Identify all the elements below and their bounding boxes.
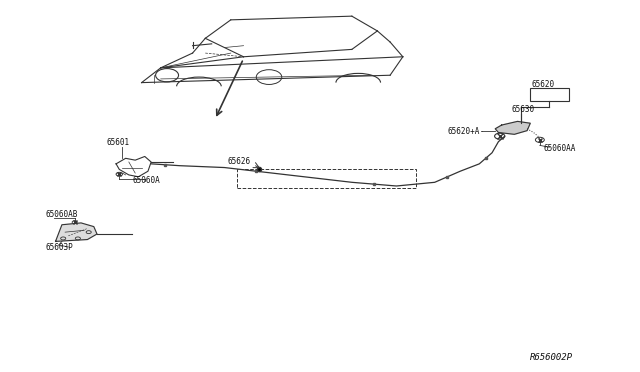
Text: 65603P: 65603P: [46, 243, 74, 251]
Text: 65630: 65630: [511, 105, 534, 114]
Polygon shape: [56, 223, 97, 241]
Text: 65060AA: 65060AA: [543, 144, 575, 153]
Bar: [237, 169, 415, 188]
Text: 65601: 65601: [106, 138, 130, 147]
Bar: [531, 88, 568, 101]
Text: 65626: 65626: [228, 157, 251, 166]
Polygon shape: [495, 121, 531, 134]
Text: R656002P: R656002P: [531, 353, 573, 362]
Text: 65060AB: 65060AB: [46, 211, 78, 219]
Text: 65060A: 65060A: [132, 176, 160, 185]
Text: 65620+A: 65620+A: [447, 126, 480, 135]
Text: 65620: 65620: [532, 80, 555, 89]
